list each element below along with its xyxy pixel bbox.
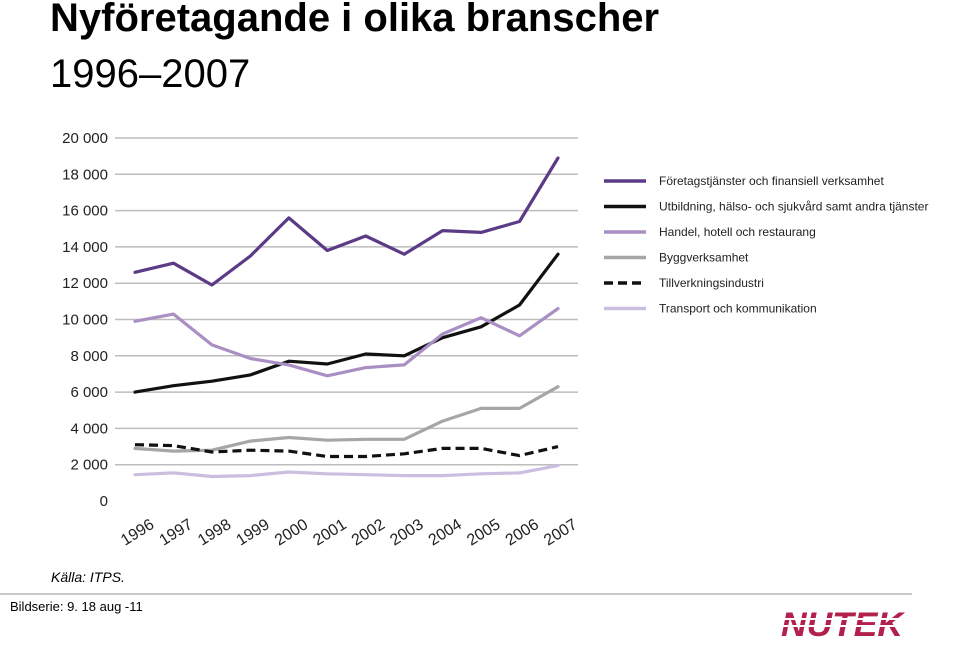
y-tick-label: 18 000 [62, 166, 108, 183]
chart-gridlines [115, 137, 578, 466]
x-tick-label: 2007 [541, 516, 580, 549]
slide-title: Nyföretagande i olika branscher [50, 0, 660, 40]
y-tick-label: 6 000 [70, 384, 108, 401]
series-line [133, 385, 560, 453]
legend-label: Transport och kommunikation [659, 302, 817, 316]
y-axis: 0 2 000 4 000 6 000 8 000 10 000 12 000 14 000 1… [62, 130, 108, 510]
legend-label: Handel, hotell och restaurang [659, 225, 816, 239]
y-tick-label: 16 000 [62, 203, 108, 220]
y-tick-label: 12 000 [62, 275, 108, 292]
x-tick-label: 2005 [464, 516, 503, 549]
footer-divider [0, 593, 912, 595]
series-line [133, 252, 560, 394]
legend-label: Tillverkningsindustri [659, 276, 764, 290]
y-tick-label: 10 000 [62, 312, 108, 329]
x-tick-label: 1999 [234, 516, 273, 549]
x-tick-label: 2001 [310, 516, 349, 549]
legend: Företagstjänster och finansiell verksamh… [604, 174, 928, 316]
y-tick-label: 4 000 [70, 420, 108, 437]
x-tick-label: 2003 [387, 516, 426, 549]
x-tick-label: 1996 [118, 516, 157, 549]
x-tick-label: 2000 [272, 516, 311, 549]
series-lines [133, 156, 560, 479]
x-axis: 1996 1997 1998 1999 2000 2001 2002 2003 2004 2005… [118, 516, 580, 549]
y-tick-label: 0 [100, 493, 108, 510]
source-note: Källa: ITPS. [51, 569, 125, 585]
x-tick-label: 2004 [426, 516, 465, 549]
y-tick-label: 2 000 [70, 457, 108, 474]
x-tick-label: 2006 [503, 516, 542, 549]
x-tick-label: 1998 [195, 516, 234, 549]
y-tick-label: 14 000 [62, 239, 108, 256]
legend-label: Byggverksamhet [659, 251, 749, 265]
slide-subtitle-years: 1996–2007 [50, 52, 251, 96]
legend-label: Utbildning, hälso- och sjukvård samt and… [659, 200, 928, 214]
logo-wordmark: NUTEK [781, 606, 906, 640]
series-line [134, 443, 559, 459]
nutek-logo: NUTEK [779, 606, 907, 640]
slide-reference: Bildserie: 9. 18 aug -11 [10, 599, 143, 614]
x-tick-label: 2002 [349, 516, 388, 549]
series-line [133, 307, 560, 378]
line-chart: 0 2 000 4 000 6 000 8 000 10 000 12 000 14 000 1… [62, 130, 928, 549]
x-tick-label: 1997 [157, 516, 196, 549]
series-line [133, 156, 560, 287]
y-tick-label: 8 000 [70, 348, 108, 365]
series-line [133, 464, 560, 479]
y-tick-label: 20 000 [62, 130, 108, 147]
legend-label: Företagstjänster och finansiell verksamh… [659, 174, 884, 188]
